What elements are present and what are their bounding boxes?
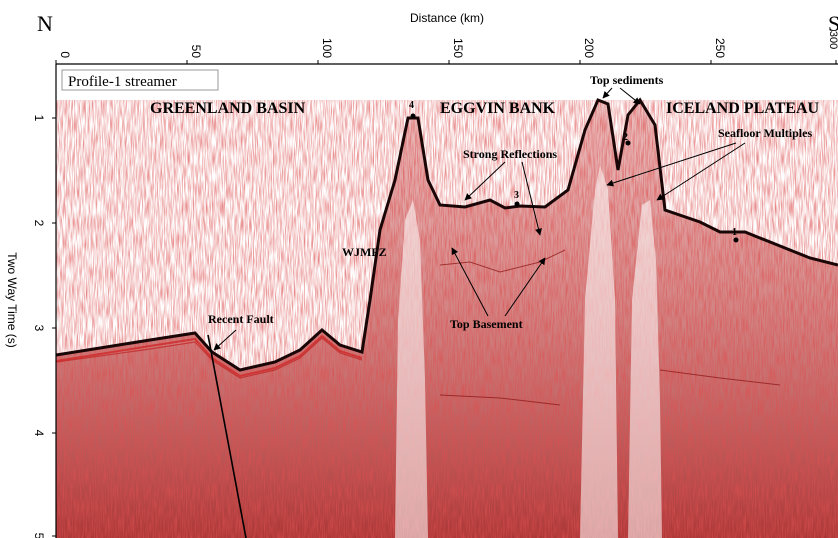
marker-1-dot: [734, 238, 739, 243]
region-greenland-basin: GREENLAND BASIN: [150, 100, 306, 117]
x-tick-label: 50: [189, 45, 203, 59]
marker-4: 4: [409, 100, 414, 111]
marker-3-dot: [515, 202, 520, 207]
y-tick-label: 3: [32, 325, 46, 332]
region-eggvin-bank: EGGVIN BANK: [440, 100, 556, 117]
x-axis-title: Distance (km): [410, 11, 484, 25]
annotation-top-basement: Top Basement: [450, 317, 523, 331]
annotation-seafloor-multiples: Seafloor Multiples: [718, 126, 812, 140]
x-axis: 0 50 100 150 200 250 300: [56, 31, 838, 64]
marker-2-dot: [626, 141, 631, 146]
marker-1: 1: [732, 227, 737, 238]
y-tick-label: 4: [32, 430, 46, 437]
y-axis: 1 2 3 4 5 Two Way Time (s): [5, 115, 56, 538]
marker-4-dot: [411, 114, 416, 119]
y-tick-label: 1: [32, 115, 46, 122]
y-tick-label: 2: [32, 220, 46, 227]
x-tick-label: 250: [713, 38, 727, 58]
x-tick-label: 100: [320, 38, 334, 58]
y-tick-label: 5: [32, 533, 46, 538]
annotation-recent-fault: Recent Fault: [208, 312, 274, 326]
region-iceland-plateau: ICELAND PLATEAU: [666, 100, 820, 117]
profile-label: Profile-1 streamer: [68, 74, 177, 90]
annotation-wjmfz: WJMFZ: [342, 245, 387, 259]
x-tick-label: 150: [451, 38, 465, 58]
north-label: N: [37, 11, 53, 36]
annotation-strong-reflections: Strong Reflections: [463, 147, 557, 161]
x-tick-label: 200: [582, 38, 596, 58]
annotation-top-sediments: Top sediments: [590, 73, 664, 87]
y-axis-title: Two Way Time (s): [5, 252, 19, 348]
x-tick-label: 0: [58, 51, 72, 58]
south-label: S: [828, 11, 838, 36]
marker-3: 3: [514, 190, 519, 201]
